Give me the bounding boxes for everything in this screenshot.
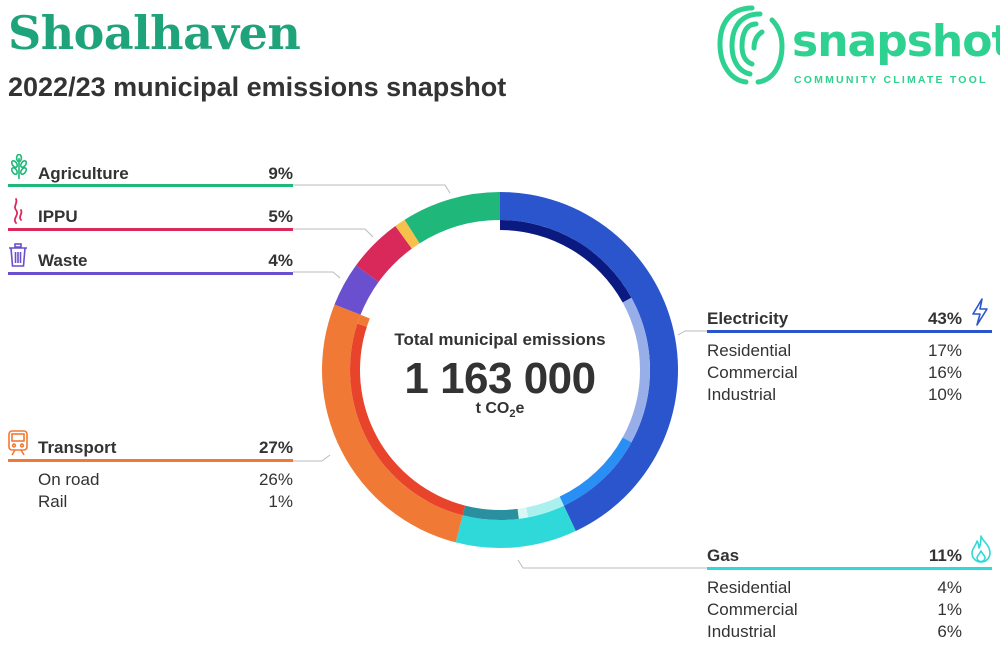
lightning-icon <box>972 298 988 326</box>
leader-line-ippu <box>293 228 374 238</box>
electricity-item-pct: 10% <box>927 385 962 404</box>
legend-gas-label: Gas <box>707 546 740 565</box>
unit-prefix: t CO <box>475 400 510 417</box>
flame-icon <box>971 535 991 563</box>
total-value: 1 163 000 <box>404 354 596 403</box>
subslice-electricity-residential <box>500 220 632 303</box>
snapshot-logo-tagline: COMMUNITY CLIMATE TOOL <box>794 74 988 86</box>
electricity-item-label: Residential <box>707 341 792 360</box>
subslice-gas-residential <box>526 496 564 518</box>
electricity-item-label: Industrial <box>707 385 776 404</box>
legend-transport-pct: 27% <box>258 438 293 457</box>
subslice-gas-commercial <box>517 507 529 519</box>
gas-item-pct: 1% <box>937 600 962 619</box>
leader-lines <box>293 184 707 569</box>
total-unit: t CO2e <box>380 400 620 420</box>
legend-waste-pct: 4% <box>268 251 293 270</box>
electricity-item-label: Commercial <box>707 363 798 382</box>
leader-line-gas <box>517 559 707 569</box>
unit-suffix: e <box>515 400 525 417</box>
legend-gas-rule <box>707 567 992 570</box>
slice-gas <box>455 505 576 548</box>
legend-ippu-pct: 5% <box>268 207 293 226</box>
subslice-gas-industrial <box>462 505 519 520</box>
page-title: Shoalhaven <box>8 6 301 60</box>
legend-ippu-rule <box>8 228 293 231</box>
snapshot-logo-mark-icon <box>717 5 785 85</box>
slice-electricity <box>500 192 678 532</box>
slice-ippu <box>355 225 412 282</box>
electricity-item-pct: 17% <box>927 341 962 360</box>
gas-item-pct: 6% <box>937 622 962 641</box>
slice-agriculture <box>404 192 500 244</box>
electricity-item-pct: 16% <box>927 363 962 382</box>
legend-waste-label: Waste <box>38 251 88 270</box>
legend-agriculture-label: Agriculture <box>38 164 129 183</box>
transport-item-pct: 26% <box>258 470 293 489</box>
snapshot-logo-word: snapshot <box>792 16 1000 67</box>
legend-electricity-pct: 43% <box>927 309 962 328</box>
gas-item-label: Residential <box>707 578 792 597</box>
leader-line-transport <box>293 454 331 462</box>
wheat-icon <box>10 154 28 179</box>
subslice-transport-rail <box>357 314 370 327</box>
leader-line-waste <box>293 271 341 279</box>
transport-item-label: On road <box>38 470 100 489</box>
smoke-icon <box>13 198 23 224</box>
inner-ring <box>350 220 651 520</box>
subslice-electricity-industrial <box>559 437 632 506</box>
outer-ring <box>322 192 678 548</box>
legend-agriculture-pct: 9% <box>268 164 293 183</box>
train-icon <box>8 430 28 456</box>
page-subtitle: 2022/23 municipal emissions snapshot <box>8 72 507 102</box>
legend-agriculture-rule <box>8 184 293 187</box>
legend-electricity-rule <box>707 330 992 333</box>
legend-transport-rule <box>8 459 293 462</box>
gas-item-label: Commercial <box>707 600 798 619</box>
slice-other <box>395 219 420 249</box>
legend-gas-pct: 11% <box>928 546 962 565</box>
transport-item-pct: 1% <box>268 492 293 511</box>
trash-bin-icon <box>9 243 27 267</box>
leader-line-agriculture <box>293 184 451 194</box>
legend-ippu-label: IPPU <box>38 207 78 226</box>
total-label: Total municipal emissions <box>394 330 606 349</box>
unit-subscript: 2 <box>509 408 516 421</box>
gas-item-pct: 4% <box>937 578 962 597</box>
legend-transport-label: Transport <box>38 438 117 457</box>
legend-waste-rule <box>8 272 293 275</box>
slice-transport <box>322 304 463 543</box>
snapshot-logo: snapshot COMMUNITY CLIMATE TOOL <box>712 0 1000 100</box>
subslice-transport-on-road <box>350 323 466 516</box>
slice-waste <box>334 265 379 315</box>
transport-item-label: Rail <box>38 492 68 511</box>
gas-item-label: Industrial <box>707 622 776 641</box>
subslice-electricity-commercial <box>622 297 651 443</box>
chart-center-total: Total municipal emissions 1 163 000 t CO… <box>380 330 620 420</box>
leader-line-electricity <box>677 330 707 336</box>
legend-electricity-label: Electricity <box>707 309 789 328</box>
